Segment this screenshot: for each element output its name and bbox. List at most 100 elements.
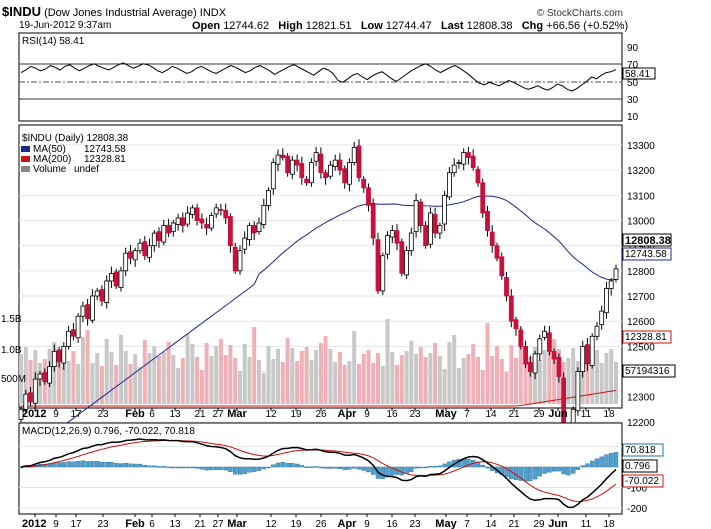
x-tick-label: 23 — [97, 409, 109, 420]
volume-bar — [161, 352, 166, 404]
macd-hist-bar — [104, 462, 109, 468]
volume-bar — [418, 347, 423, 404]
price-tick-label: 12700 — [627, 292, 655, 303]
price-tick-label: 13000 — [627, 217, 655, 228]
candle-body — [90, 295, 95, 321]
macd-hist-bar — [585, 463, 590, 468]
candle-body — [18, 408, 24, 420]
volume-bar — [28, 360, 33, 404]
volume-bar — [309, 360, 314, 404]
candle-body — [523, 345, 528, 365]
ma200-line — [21, 389, 617, 407]
macd-title: MACD(12,26,9) 0.796, -70.022, 70.818 — [22, 426, 195, 437]
legend-name: Volume — [33, 164, 67, 175]
candle-body — [408, 232, 414, 252]
macd-hist-bar — [604, 454, 609, 468]
candle-body — [518, 329, 524, 347]
ma200-price-tag: 12328.81 — [622, 330, 672, 344]
volume-bar — [433, 343, 438, 404]
legend-swatch — [21, 146, 30, 152]
candle-body — [465, 152, 471, 159]
macd-hist-bar — [147, 465, 152, 468]
volume-bar — [376, 353, 380, 404]
candle-body — [137, 242, 143, 252]
candle-body — [280, 154, 286, 159]
candle-body — [285, 155, 291, 174]
candle-body — [542, 330, 547, 338]
macd-hist-bar — [537, 466, 542, 477]
candle-body — [323, 172, 329, 179]
volume-bar — [604, 353, 609, 404]
candle-body — [446, 172, 452, 198]
volume-bar — [366, 350, 371, 404]
volume-bar — [204, 343, 209, 404]
volume-bar — [590, 360, 595, 404]
macd-hist-bar — [523, 466, 528, 482]
volume-bar — [395, 365, 399, 404]
price-tick-label: 12900 — [627, 242, 655, 253]
volume-bar — [190, 344, 195, 404]
volume-bar — [280, 362, 285, 404]
price-tick-label: 12800 — [627, 267, 655, 278]
volume-bar — [547, 346, 552, 404]
macd-hist-bar — [113, 463, 119, 468]
macd-hist-bar — [413, 466, 419, 469]
macd-hist-bar — [42, 463, 47, 468]
volume-bar — [99, 366, 104, 404]
candle-body — [261, 204, 267, 225]
volume-bar — [542, 350, 547, 404]
volume-tick-label: 1.0B — [1, 345, 22, 356]
price-tick-label: 13200 — [627, 166, 655, 177]
macd-hist-bar — [361, 466, 366, 471]
x-tick-label: 14 — [485, 409, 497, 420]
candle-body — [189, 207, 195, 215]
candle-body — [204, 224, 210, 229]
candle-body — [132, 250, 138, 261]
macd-hist-bar — [347, 466, 352, 470]
x-tick-label: 16 — [386, 409, 398, 420]
candle-body — [42, 372, 48, 383]
volume-bar — [380, 366, 385, 404]
macd-hist-bar — [94, 461, 100, 468]
volume-bar — [476, 357, 480, 404]
open-label: Open — [192, 20, 221, 32]
macd-line — [20, 438, 617, 509]
volume-bar — [61, 348, 66, 404]
chg-value: +66.56 (+0.52%) — [546, 20, 629, 32]
x-tick-label: 12 — [265, 409, 277, 420]
volume-bar — [347, 361, 352, 404]
volume-bar — [328, 349, 333, 404]
volume-bar — [271, 359, 276, 404]
quote-line: Open 12744.62 High 12821.51 Low 12744.47… — [192, 20, 628, 32]
macd-hist-bar — [90, 461, 95, 468]
last-value: 12808.38 — [466, 20, 513, 32]
candle-body — [51, 350, 57, 367]
rsi-value-label: 58.41 — [625, 69, 650, 80]
ma50-price-label: 12743.58 — [625, 249, 667, 260]
volume-bar — [19, 354, 23, 404]
macd-tick-label: -100 — [627, 484, 647, 495]
credit[interactable]: © StockCharts.com — [536, 8, 623, 19]
candle-body — [208, 215, 214, 229]
legend-value: 12743.58 — [84, 144, 126, 155]
volume-bar — [404, 351, 409, 404]
volume-bar — [414, 354, 419, 404]
rsi-tick-label: 30 — [627, 95, 639, 106]
candle-body — [66, 330, 71, 347]
x-tick-label: 21 — [194, 519, 206, 529]
candle-body — [308, 162, 314, 184]
macd-hist-bar — [232, 466, 238, 475]
x-tick-label: 23 — [97, 519, 109, 529]
volume-bar — [499, 359, 504, 404]
candle-body — [475, 168, 481, 184]
candle-body — [404, 250, 410, 276]
volume-tick-label: 500M — [1, 374, 26, 385]
volume-bar — [252, 327, 257, 404]
candle-body — [437, 225, 443, 234]
volume-bar — [261, 373, 266, 404]
candle-body — [327, 164, 333, 177]
macd-hist-bar — [561, 466, 566, 475]
candle-body — [109, 272, 114, 282]
candle-body — [366, 187, 371, 206]
macd-hist-bar — [128, 463, 133, 468]
